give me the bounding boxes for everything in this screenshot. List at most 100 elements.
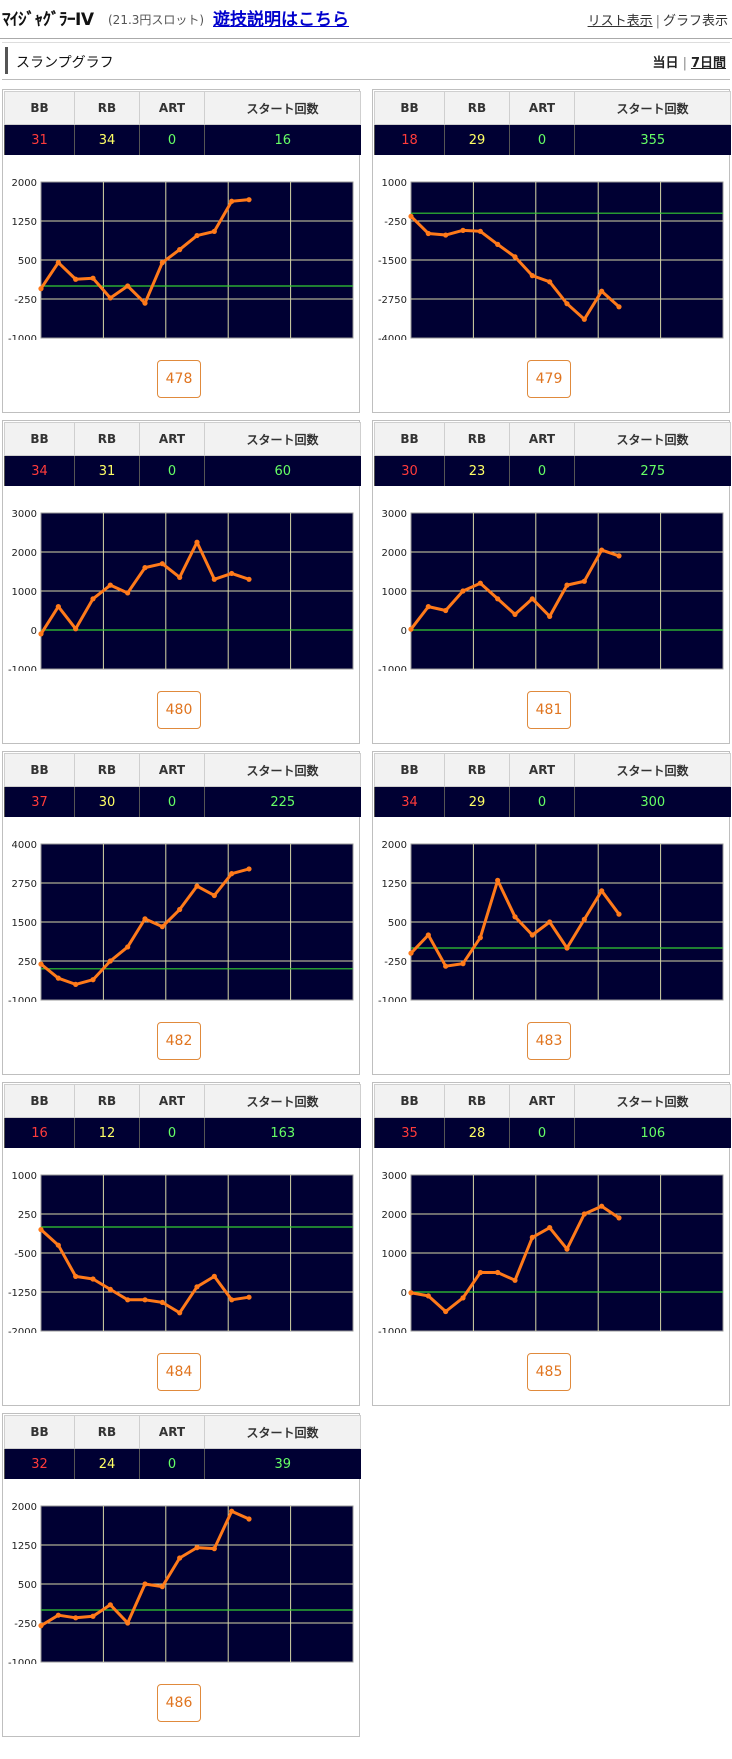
art-header: ART: [509, 1084, 575, 1118]
starts-header: スタート回数: [574, 753, 731, 787]
data-point: [142, 1297, 148, 1303]
start-count: 60: [204, 455, 361, 486]
data-point: [246, 1294, 252, 1300]
seven-days-link[interactable]: 7日間: [690, 56, 726, 71]
data-point: [194, 1284, 200, 1290]
start-count: 16: [204, 124, 361, 155]
bb-header: BB: [374, 91, 445, 125]
art-count: 0: [139, 124, 205, 155]
data-point: [495, 877, 501, 883]
data-point: [142, 565, 148, 571]
y-tick-label: -250: [14, 1619, 37, 1630]
data-point: [229, 1508, 235, 1514]
data-point: [443, 607, 449, 614]
data-point: [125, 283, 131, 289]
y-tick-label: -1000: [8, 996, 37, 1002]
start-count: 275: [574, 455, 731, 486]
y-tick-label: -2750: [378, 295, 407, 306]
data-point: [229, 198, 235, 204]
data-point: [564, 301, 570, 307]
y-tick-label: 4000: [12, 840, 37, 851]
slump-graph: 1000-250-1500-2750-400010時13時16時19時22時1時: [378, 178, 724, 340]
rb-header: RB: [74, 753, 140, 787]
machine-number-button[interactable]: 485: [527, 1353, 571, 1391]
explain-link[interactable]: 遊技説明はこちら: [213, 10, 349, 30]
data-point: [529, 596, 535, 602]
data-point: [495, 241, 501, 247]
starts-header: スタート回数: [204, 1084, 361, 1118]
bb-header: BB: [374, 1084, 445, 1118]
machine-number-button[interactable]: 482: [157, 1022, 201, 1060]
y-tick-label: -250: [14, 295, 37, 306]
data-point: [460, 227, 466, 233]
start-count: 225: [204, 786, 361, 817]
art-header: ART: [139, 422, 205, 456]
data-point: [495, 596, 501, 602]
data-point: [107, 1602, 113, 1608]
data-point: [142, 300, 148, 306]
data-point: [581, 316, 587, 322]
y-tick-label: -4000: [378, 334, 407, 340]
data-point: [38, 631, 44, 637]
rb-header: RB: [444, 1084, 510, 1118]
machine-number-button[interactable]: 478: [157, 360, 201, 398]
y-tick-label: -1000: [8, 334, 37, 340]
starts-header: スタート回数: [574, 91, 731, 125]
today-label: 当日: [652, 56, 679, 71]
data-point: [211, 228, 217, 234]
y-tick-label: 0: [401, 626, 407, 637]
machine-card: BB RB ART スタート回数 18 29 0 355 1000 -250 -1500 -2750 -…: [372, 89, 731, 413]
data-point: [55, 260, 61, 266]
rb-count: 28: [444, 1117, 510, 1148]
separator: |: [655, 14, 660, 29]
data-point: [616, 911, 622, 917]
machine-number-button[interactable]: 486: [157, 1684, 201, 1722]
art-count: 0: [509, 124, 575, 155]
data-point: [495, 1269, 501, 1276]
y-tick-label: 1000: [382, 178, 407, 189]
machine-number-button[interactable]: 481: [527, 691, 571, 729]
rb-count: 29: [444, 786, 510, 817]
art-count: 0: [509, 455, 575, 486]
data-point: [477, 935, 483, 941]
art-header: ART: [139, 91, 205, 125]
bb-count: 34: [4, 455, 75, 486]
data-point: [512, 254, 518, 260]
y-tick-label: -250: [384, 957, 407, 968]
rb-header: RB: [444, 422, 510, 456]
data-point: [194, 1545, 200, 1551]
y-tick-label: 1000: [382, 587, 407, 598]
rb-header: RB: [74, 422, 140, 456]
art-count: 0: [139, 1448, 205, 1479]
list-view-link[interactable]: リスト表示: [587, 14, 653, 29]
y-tick-label: 250: [18, 957, 37, 968]
data-point: [177, 1555, 183, 1561]
y-tick-label: 1000: [12, 587, 37, 598]
y-tick-label: -1000: [378, 996, 407, 1002]
machine-card: BBRBARTスタート回数34310603000200010000-100010…: [2, 420, 361, 744]
rb-count: 34: [74, 124, 140, 155]
art-count: 0: [509, 1117, 575, 1148]
bb-header: BB: [374, 422, 445, 456]
machine-number-button[interactable]: 483: [527, 1022, 571, 1060]
machine-number-button[interactable]: 484: [157, 1353, 201, 1391]
rb-count: 30: [74, 786, 140, 817]
machine-number-button[interactable]: 480: [157, 691, 201, 729]
y-tick-label: 500: [18, 256, 37, 267]
data-point: [55, 604, 61, 610]
graph-view-label: グラフ表示: [662, 14, 728, 29]
art-count: 0: [139, 455, 205, 486]
data-point: [211, 576, 217, 582]
start-count: 106: [574, 1117, 731, 1148]
rb-header: RB: [74, 1084, 140, 1118]
art-count: 0: [139, 1117, 205, 1148]
data-point: [547, 1225, 553, 1231]
data-point: [107, 958, 113, 964]
y-tick-label: 250: [18, 1210, 37, 1221]
start-count: 300: [574, 786, 731, 817]
y-tick-label: -1000: [8, 1658, 37, 1664]
machine-number-button[interactable]: 479: [527, 360, 571, 398]
rb-count: 31: [74, 455, 140, 486]
